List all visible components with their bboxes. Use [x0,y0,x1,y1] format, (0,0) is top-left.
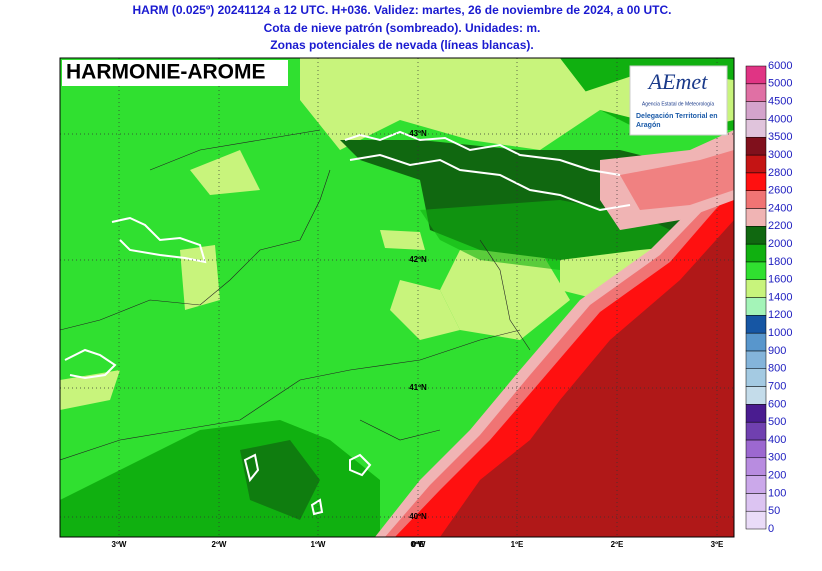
colorbar-band [745,315,767,334]
colorbar-label: 500 [768,416,786,428]
title: HARM (0.025º) 20241124 a 12 UTC. H+036. … [133,3,672,17]
colorbar-band [745,226,767,245]
colorbar-label: 0 [768,523,774,535]
lon-label: 2ºW [212,540,227,549]
lon-label: 0ºE [412,540,425,549]
colorbar-label: 100 [768,487,786,499]
colorbar-label: 800 [768,363,786,375]
colorbar-band [745,190,767,209]
colorbar-label: 200 [768,469,786,481]
colorbar-band [745,279,767,298]
colorbar-label: 3500 [768,131,792,143]
colorbar-band [745,101,767,120]
colorbar-band [745,457,767,476]
subtitle: Zonas potenciales de nevada (líneas blan… [270,38,533,52]
colorbar-label: 1200 [768,309,792,321]
colorbar-band [745,297,767,316]
lat-label: 42ºN [409,255,427,264]
lon-label: 3ºE [711,540,724,549]
map [60,58,734,537]
lon-label: 3ºW [112,540,127,549]
colorbar-band [745,439,767,459]
lon-label: 2ºE [611,540,624,549]
colorbar-band [745,404,767,423]
colorbar-label: 4000 [768,113,792,125]
colorbar-label: 2800 [768,167,792,179]
colorbar-label: 300 [768,452,786,464]
model-label: HARMONIE-AROME [66,61,266,84]
colorbar-label: 50 [768,505,780,517]
colorbar-label: 900 [768,345,786,357]
colorbar-label: 600 [768,398,786,410]
colorbar-band [745,421,767,441]
colorbar: 0 50 100 200 300 400 500 600 700 800 900 1000 1200 14… [745,60,792,535]
colorbar-band [745,350,767,369]
logo: AEmet Agencia Estatal de Meteorología De… [629,65,728,136]
colorbar-band [745,65,767,85]
colorbar-label: 700 [768,380,786,392]
colorbar-label: 2400 [768,202,792,214]
colorbar-band [745,386,767,405]
colorbar-label: 400 [768,434,786,446]
colorbar-label: 3000 [768,149,792,161]
lon-label: 1ºW [311,540,326,549]
colorbar-band [745,261,767,280]
colorbar-band [745,510,767,530]
colorbar-label: 1400 [768,291,792,303]
colorbar-label: 1000 [768,327,792,339]
colorbar-label: 6000 [768,60,792,72]
colorbar-band [745,119,767,138]
model-label-box [62,60,288,86]
colorbar-label: 2200 [768,220,792,232]
map-frame [59,57,735,538]
logo-name: AEmet [647,69,709,94]
subtitle: Cota de nieve patrón (sombreado). Unidad… [264,21,541,35]
colorbar-band [745,154,767,174]
lat-label: 41ºN [409,383,427,392]
colorbar-band [745,136,767,156]
colorbar-label: 2000 [768,238,792,250]
colorbar-label: 1600 [768,274,792,286]
lon-label: 0ºW [411,540,426,549]
colorbar-band [745,493,767,512]
logo-office-box: Delegación Territorial en Aragón [636,113,718,129]
lon-label: 1ºE [511,540,524,549]
colorbar-label: 2600 [768,185,792,197]
colorbar-band [745,332,767,352]
colorbar-label: 1800 [768,256,792,268]
colorbar-band [745,243,767,263]
colorbar-band [745,172,767,191]
lat-label: 43ºN [409,129,427,138]
colorbar-band [745,368,767,387]
logo-office: Delegación Territorial en Aragón [636,113,718,129]
colorbar-band [745,208,767,227]
colorbar-label: 4500 [768,96,792,108]
lat-label: 40ºN [409,512,427,521]
colorbar-label: 5000 [768,78,792,90]
colorbar-band [745,475,767,494]
colorbar-band [745,83,767,102]
logo-agency: Agencia Estatal de Meteorología [642,101,714,107]
